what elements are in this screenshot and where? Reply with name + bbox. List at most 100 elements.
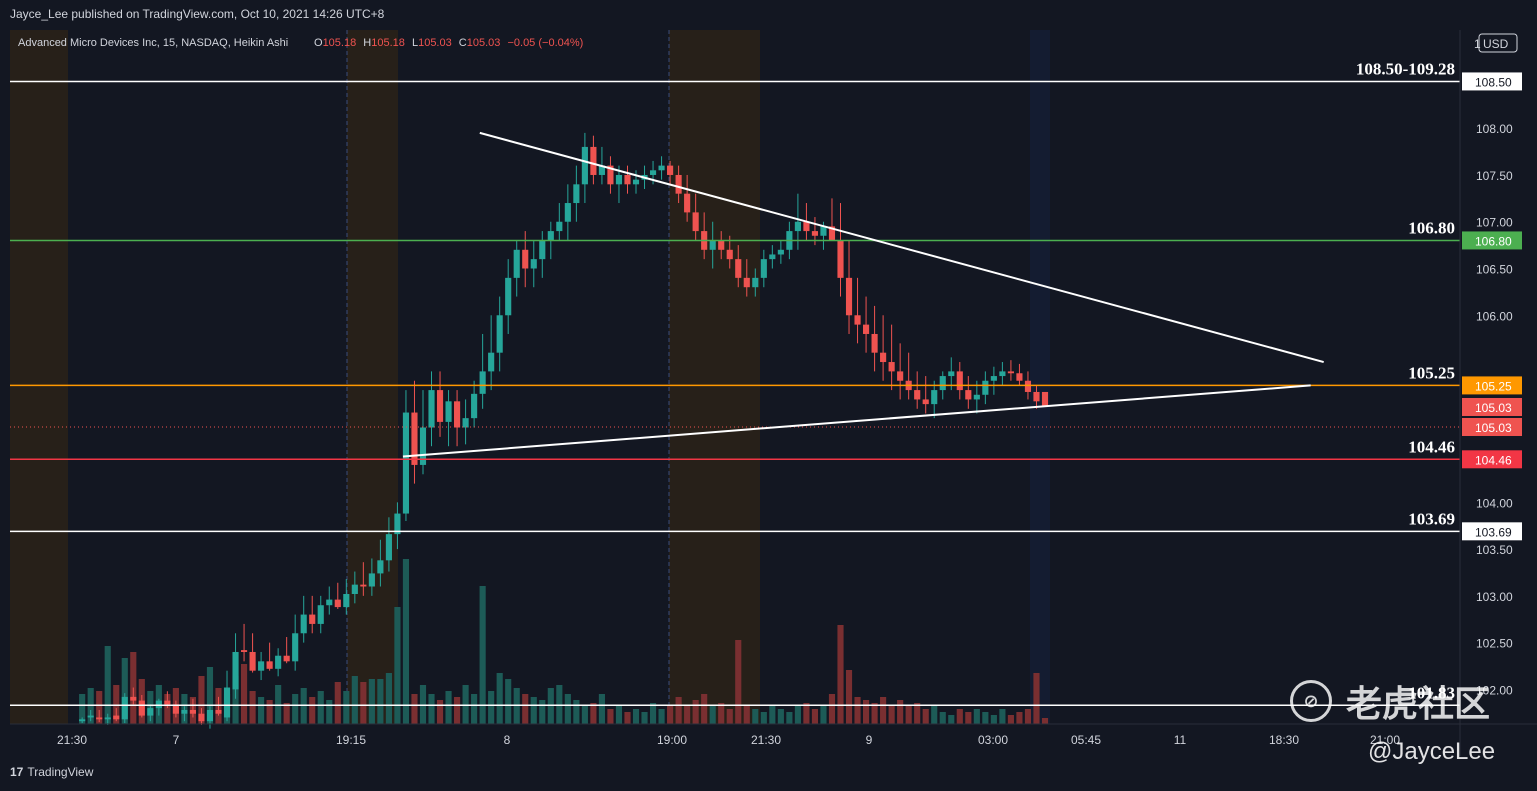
volume-bar-103 (888, 706, 895, 724)
candle-body-117 (1007, 371, 1014, 374)
volume-bar-96 (828, 694, 836, 724)
volume-bar-69 (598, 694, 605, 724)
candle-body-102 (880, 352, 887, 363)
symbol-title: Advanced Micro Devices Inc, 15, NASDAQ, … (18, 37, 288, 49)
candle-body-100 (862, 324, 870, 334)
volume-bar-42 (368, 679, 375, 724)
y-tick-9: 102.00 (1476, 683, 1513, 697)
y-tick-5: 104.00 (1476, 496, 1513, 510)
volume-bar-78 (675, 697, 682, 724)
price-badge-text-0: 105.03 (1475, 401, 1512, 415)
candle-body-24 (215, 709, 222, 714)
candle-body-68 (590, 146, 597, 175)
volume-bar-89 (769, 706, 776, 724)
candle-body-108 (931, 390, 938, 405)
candle-body-111 (956, 371, 963, 391)
volume-bar-57 (496, 673, 503, 724)
high-value: 105.18 (371, 37, 405, 49)
level-label-3: 104.46 (1408, 437, 1455, 456)
candle-body-12 (113, 715, 120, 720)
volume-bar-61 (530, 697, 537, 724)
open-label: O (314, 37, 323, 49)
time-axis[interactable]: 21:30 7 19:15 8 19:00 21:30 9 03:00 05:45 11 18:30… (10, 30, 1537, 756)
volume-bar-55 (479, 586, 486, 724)
volume-bar-30 (266, 700, 273, 724)
candle-body-95 (820, 226, 827, 236)
x-tick-1: 7 (173, 733, 180, 747)
level-badge-text-1: 106.80 (1475, 234, 1512, 248)
candle-body-97 (837, 240, 844, 278)
candle-body-52 (454, 401, 461, 428)
volume-bar-44 (385, 673, 392, 724)
candle-body-118 (1016, 373, 1023, 381)
price-axis[interactable]: 108.50 106.80 105.25 104.46 103.69 105.03 105.… (1462, 72, 1522, 697)
candle-body-113 (973, 394, 980, 400)
chart-grid (346, 30, 670, 724)
level-label-5: 101.83 (1408, 683, 1455, 702)
high-label: H (363, 37, 371, 49)
candle-body-71 (615, 174, 623, 185)
candle-body-64 (556, 221, 563, 232)
volume-bar-82 (709, 706, 716, 724)
level-badge-text-0: 108.50 (1475, 75, 1512, 89)
candle-body-93 (803, 221, 810, 232)
currency-selector[interactable]: 1 USD (1474, 33, 1518, 53)
candle-body-120 (1033, 391, 1040, 402)
currency-box[interactable] (1478, 33, 1518, 53)
candle-body-54 (471, 393, 478, 419)
volume-bar-33 (292, 694, 299, 724)
footer[interactable]: 17 TradingView (10, 765, 93, 779)
volume-bar-97 (837, 625, 844, 724)
horizontal-levels[interactable]: 108.50-109.28 106.80 105.25 104.46 103.69 101… (10, 59, 1460, 707)
candle-body-17 (155, 700, 162, 709)
low-value: 105.03 (418, 37, 452, 49)
candle-body-60 (522, 249, 529, 269)
candle-body-61 (530, 259, 537, 269)
candle-body-26 (232, 651, 239, 690)
volume-bar-121 (1041, 718, 1049, 724)
trendlines[interactable] (402, 131, 1324, 458)
candle-body-103 (888, 362, 895, 372)
candle-body-119 (1024, 380, 1032, 392)
volume-bar-114 (982, 712, 989, 724)
volume-bar-39 (343, 691, 350, 724)
volume-bar-77 (667, 706, 674, 724)
volume-bar-98 (845, 670, 853, 724)
volume-bar-40 (351, 676, 358, 724)
candle-body-96 (828, 226, 836, 241)
candle-body-55 (479, 371, 486, 394)
candle-body-39 (343, 593, 350, 608)
volume-bar-81 (701, 694, 708, 724)
volume-bar-75 (649, 703, 657, 724)
candle-body-84 (726, 249, 733, 260)
volume-bar-74 (641, 712, 648, 724)
level-badge-text-2: 105.25 (1475, 379, 1512, 393)
candle-body-47 (411, 412, 418, 465)
volume-bar-37 (326, 700, 333, 724)
y-tick-2: 107.00 (1476, 216, 1513, 230)
volume-bar-110 (948, 715, 955, 724)
candle-body-51 (445, 401, 452, 422)
x-tick-5: 21:30 (751, 733, 781, 747)
candle-body-50 (436, 390, 444, 422)
volume-bar-31 (275, 685, 282, 724)
x-tick-6: 9 (866, 733, 873, 747)
candle-body-106 (914, 390, 921, 400)
level-badge-1 (1462, 231, 1522, 250)
volume-bar-120 (1033, 673, 1040, 724)
symbol-legend: Advanced Micro Devices Inc, 15, NASDAQ, … (18, 37, 583, 49)
volume-bar-12 (113, 685, 120, 724)
volume-bar-43 (377, 679, 384, 724)
level-badge-text-4: 103.69 (1475, 525, 1512, 539)
close-value: 105.03 (467, 37, 501, 49)
candle-body-59 (513, 249, 520, 278)
x-tick-3: 8 (504, 733, 511, 747)
open-value: 105.18 (323, 37, 357, 49)
volume-bar-10 (96, 691, 103, 724)
x-tick-0: 21:30 (57, 733, 87, 747)
candle-body-38 (334, 599, 341, 608)
candle-body-116 (999, 371, 1006, 377)
session-band-2 (669, 30, 760, 724)
candle-body-115 (990, 376, 997, 381)
